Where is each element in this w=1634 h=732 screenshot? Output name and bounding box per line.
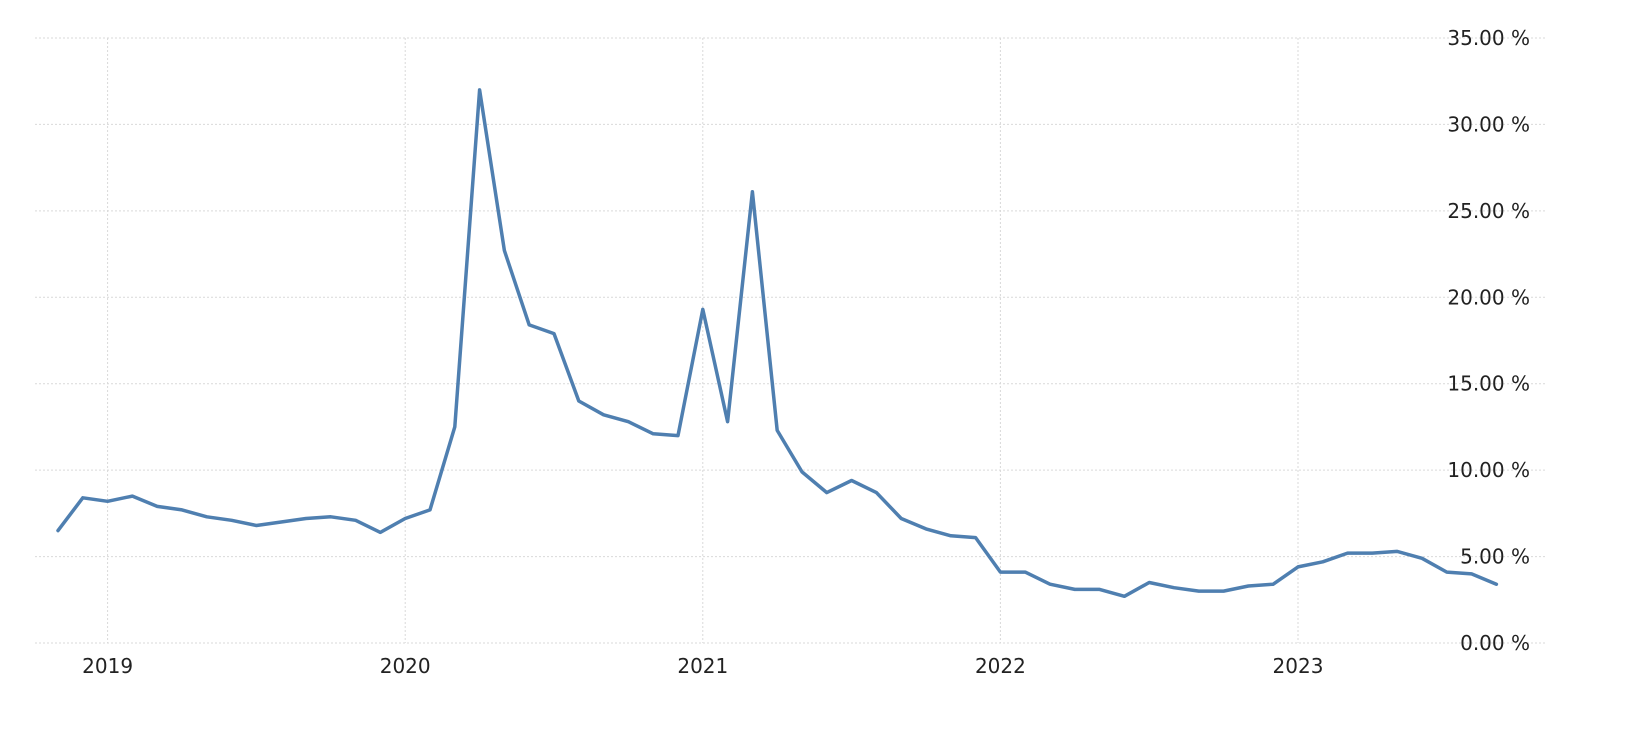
- vertical-gridlines: [107, 38, 1299, 643]
- x-axis-tick-labels: 2019 2020 2021 2022 2023: [82, 654, 1323, 678]
- x-tick-label: 2023: [1273, 654, 1324, 678]
- y-tick-label: 20.00 %: [1447, 285, 1530, 309]
- x-tick-label: 2022: [975, 654, 1026, 678]
- x-tick-label: 2019: [82, 654, 133, 678]
- y-tick-label: 30.00 %: [1447, 112, 1530, 136]
- y-tick-label: 35.00 %: [1447, 26, 1530, 50]
- y-tick-label: 10.00 %: [1447, 458, 1530, 482]
- y-tick-label: 25.00 %: [1447, 199, 1530, 223]
- y-tick-label: 15.00 %: [1447, 372, 1530, 396]
- y-tick-label: 5.00 %: [1460, 545, 1530, 569]
- series-group: [56, 88, 1499, 599]
- x-tick-label: 2021: [677, 654, 728, 678]
- horizontal-gridlines: [35, 37, 1545, 644]
- y-tick-label: 0.00 %: [1460, 631, 1530, 655]
- series-line-0: [56, 88, 1499, 599]
- x-tick-label: 2020: [380, 654, 431, 678]
- y-axis-tick-labels: 0.00 % 5.00 % 10.00 % 15.00 % 20.00 % 25.00 %…: [1447, 26, 1530, 655]
